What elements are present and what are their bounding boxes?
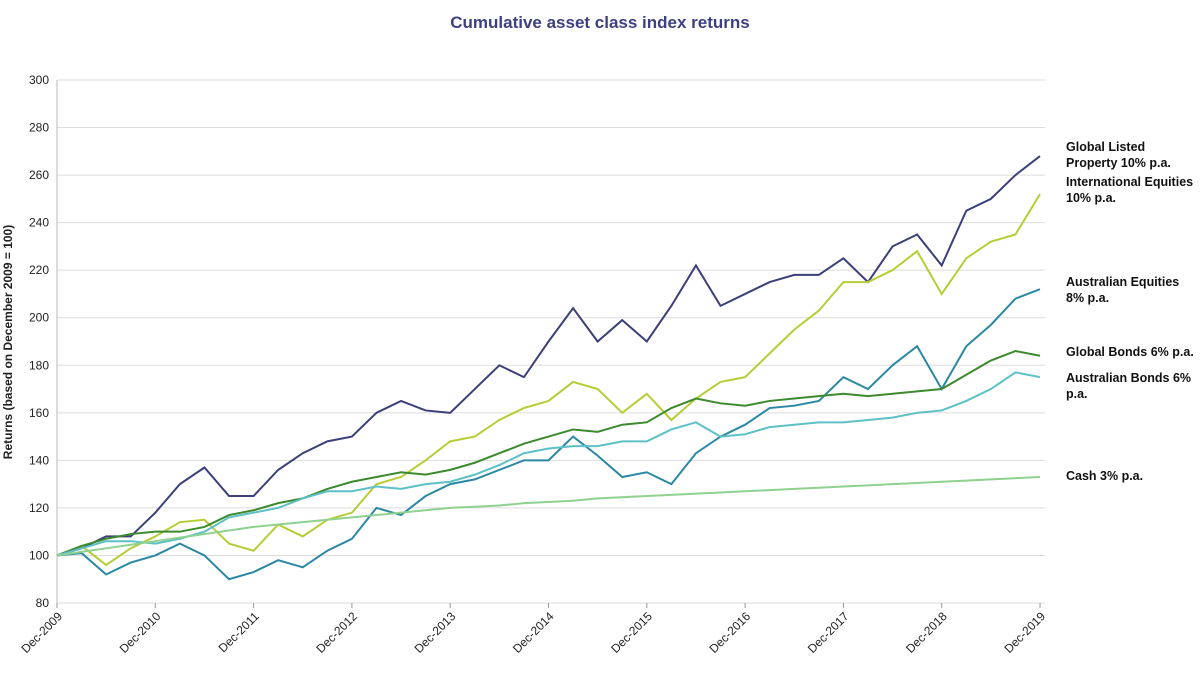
- x-tick-label: Dec-2011: [216, 609, 262, 655]
- y-tick-label: 160: [29, 406, 49, 420]
- y-tick-label: 80: [36, 596, 50, 610]
- x-tick-label: Dec-2014: [510, 609, 557, 656]
- series-label: Australian Equities 8% p.a.: [1066, 275, 1180, 305]
- x-tick-label: Dec-2019: [1001, 609, 1048, 656]
- y-tick-label: 260: [29, 168, 49, 182]
- series-line: [56, 349, 1041, 557]
- y-tick-label: 100: [29, 548, 49, 562]
- series-line: [56, 371, 1041, 557]
- y-tick-label: 120: [29, 501, 49, 515]
- y-tick-label: 180: [29, 358, 49, 372]
- y-tick-label: 240: [29, 216, 49, 230]
- y-tick-label: 280: [29, 121, 49, 135]
- x-tick-label: Dec-2012: [313, 609, 360, 656]
- series-line: [56, 155, 1041, 557]
- series-line: [56, 288, 1041, 581]
- y-axis-label: Returns (based on December 2009 = 100): [1, 225, 15, 459]
- x-tick-label: Dec-2013: [412, 609, 459, 656]
- x-tick-label: Dec-2016: [707, 609, 754, 656]
- series-line: [56, 193, 1041, 567]
- series-label: Australian Bonds 6% p.a.: [1066, 371, 1192, 401]
- y-tick-label: 140: [29, 453, 49, 467]
- x-tick-label: Dec-2010: [117, 609, 164, 656]
- x-tick-label: Dec-2018: [903, 609, 950, 656]
- x-tick-label: Dec-2009: [18, 609, 65, 656]
- series-label: Global Bonds 6% p.a.: [1066, 345, 1194, 359]
- y-tick-label: 220: [29, 263, 49, 277]
- y-tick-label: 300: [29, 73, 49, 87]
- series-label: Cash 3% p.a.: [1066, 469, 1144, 483]
- series-line: [56, 476, 1041, 557]
- chart-title: Cumulative asset class index returns: [450, 13, 750, 32]
- x-tick-label: Dec-2017: [805, 609, 852, 656]
- series-label: International Equities 10% p.a.: [1066, 175, 1194, 205]
- series-label: Global Listed Property 10% p.a.: [1066, 140, 1171, 170]
- y-tick-label: 200: [29, 311, 49, 325]
- x-tick-label: Dec-2015: [608, 609, 655, 656]
